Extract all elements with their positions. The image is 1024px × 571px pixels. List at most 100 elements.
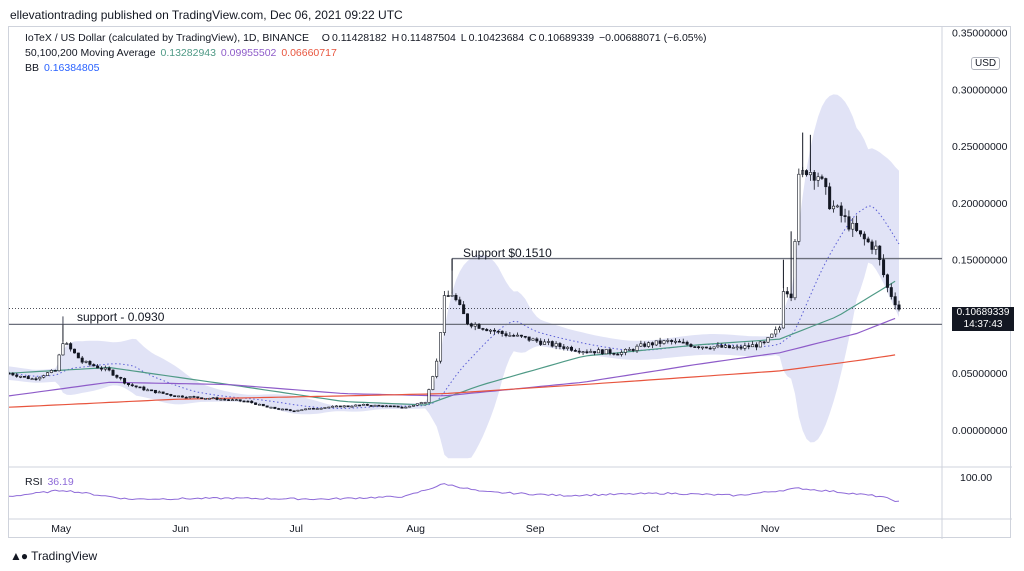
candle-body [658,340,662,344]
candle-body [751,344,755,348]
candle-body [516,334,520,337]
price-tick-label: 0.30000000 [952,84,1008,96]
price-chart-svg[interactable]: 0.35000000 0.30000000 0.25000000 0.20000000… [9,27,1012,539]
candle-body [754,344,758,348]
symbol-title[interactable]: IoTeX / US Dollar (calculated by Trading… [25,32,310,44]
time-tick-label: Jul [290,523,303,535]
open-value: 0.11428182 [331,32,387,44]
candle-body [789,293,793,299]
candle-body [261,403,265,407]
candle-body [119,376,123,379]
candle-body [46,372,50,376]
candle-body [855,222,859,231]
candle-body [180,395,184,398]
candle-body [735,346,739,349]
candle-body [107,367,111,371]
candle-body [319,407,323,410]
candle-body [442,295,446,333]
candle-body [662,340,666,344]
close-label: C [529,32,537,44]
candle-body [473,324,477,327]
candle-body [230,399,234,401]
candle-body [72,348,76,354]
candle-body [173,395,177,397]
candle-body [358,404,362,407]
candle-body [146,389,150,392]
bb-label[interactable]: BB [25,62,40,74]
high-label: H [391,32,400,44]
candle-body [866,238,870,243]
support-high-label[interactable]: Support $0.1510 [463,246,552,260]
candle-body [828,186,832,210]
candle-body [616,353,620,356]
change-value: −0.00688071 (−6.05%) [599,32,707,44]
candle-body [234,399,238,401]
candle-body [38,376,42,380]
candle-body [727,345,731,349]
candle-body [439,332,443,362]
candle-body [531,338,535,341]
candle-body [608,349,612,354]
ma-label[interactable]: 50,100,200 Moving Average [25,47,156,59]
candle-body [169,393,173,396]
candle-body [596,349,600,354]
bb-legend-line: BB 0.16384805 [25,62,101,74]
rsi-line[interactable] [9,483,900,503]
candle-body [477,324,481,329]
candle-body [704,346,708,349]
candle-body [188,396,192,398]
candle-body [111,369,115,376]
candle-body [134,385,138,388]
candle-body [550,341,554,347]
candle-body [739,346,743,349]
candle-body [157,391,161,394]
candle-body [573,350,577,352]
candle-body [281,408,285,411]
time-tick-label: Nov [761,523,780,535]
bollinger-basis-line [9,205,900,409]
candle-body [843,215,847,217]
ma200-line[interactable] [9,354,896,408]
price-tick-label: 0.35000000 [952,28,1008,40]
tradingview-footer[interactable]: ▲● TradingView [10,549,97,563]
candle-body [832,205,836,210]
candle-body [523,335,527,338]
candle-body [57,354,61,372]
candle-body [69,343,73,350]
support-low-label[interactable]: support - 0.0930 [77,310,165,324]
candle-body [392,405,396,408]
candle-body [308,407,312,410]
candle-body [415,403,419,406]
rsi-label[interactable]: RSI [25,476,43,488]
publisher-line: ellevationtrading published on TradingVi… [10,8,403,22]
currency-badge[interactable]: USD [971,57,1001,70]
bollinger-band-area [9,94,899,459]
candle-body [870,241,874,250]
candle-body [627,349,631,351]
candle-body [88,361,92,365]
candle-body [882,259,886,276]
candle-body [80,357,84,363]
candle-body [96,365,100,369]
candle-body [423,402,427,404]
price-tick-label: 0.25000000 [952,141,1008,153]
candle-body [304,408,308,411]
low-label: L [460,32,467,44]
candle-body [277,408,281,410]
candle-body [581,351,585,353]
candle-body [469,323,473,327]
candle-body [535,338,539,342]
candle-body [196,396,200,399]
candle-body [785,291,789,295]
candle-body [492,329,496,332]
candle-body [593,351,597,354]
candle-body [361,403,365,406]
candle-body [331,405,335,408]
candle-body [76,352,80,359]
candle-body [820,176,824,179]
candle-body [858,230,862,235]
candle-body [824,178,828,188]
candle-body [897,304,901,310]
ma50-value: 0.13282943 [160,47,216,59]
ma100-line[interactable] [9,317,896,397]
